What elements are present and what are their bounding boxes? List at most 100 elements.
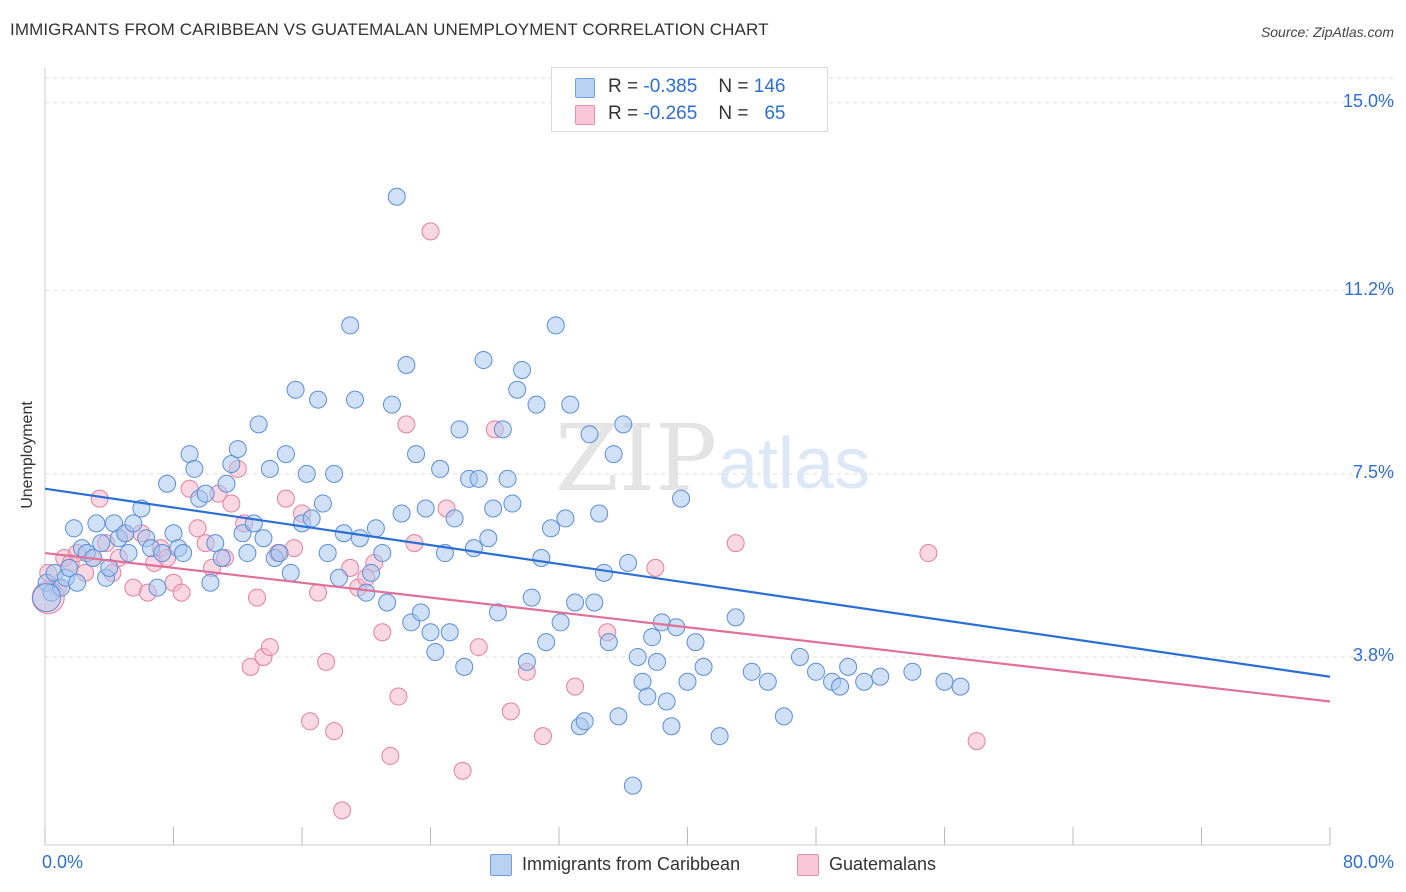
caribbean-point-127 <box>672 489 691 508</box>
caribbean-point-105 <box>566 593 585 612</box>
caribbean-point-72 <box>407 445 426 464</box>
caribbean-point-34 <box>206 534 225 553</box>
caribbean-point-6 <box>64 519 83 538</box>
caribbean-point-110 <box>590 504 609 523</box>
caribbean-point-79 <box>440 623 459 642</box>
guatemalans-point-34 <box>276 489 295 508</box>
caribbean-point-80 <box>445 509 464 528</box>
caribbean-point-132 <box>726 608 745 627</box>
caribbean-point-102 <box>551 613 570 632</box>
caribbean-point-36 <box>217 474 236 493</box>
caribbean-point-145 <box>951 677 970 696</box>
caribbean-point-30 <box>185 459 204 478</box>
trend-line-guatemalans <box>44 551 1331 703</box>
caribbean-point-7 <box>68 573 87 592</box>
guatemalans-point-29 <box>241 657 260 676</box>
caribbean-point-48 <box>281 563 300 582</box>
watermark-atlas: atlas <box>718 424 870 504</box>
caribbean-point-95 <box>517 652 536 671</box>
caribbean-point-42 <box>249 415 268 434</box>
caribbean-point-67 <box>382 395 401 414</box>
guatemalans-point-53 <box>453 761 472 780</box>
caribbean-point-5 <box>60 558 79 577</box>
chart-title: IMMIGRANTS FROM CARIBBEAN VS GUATEMALAN … <box>10 20 769 39</box>
caribbean-point-91 <box>498 469 517 488</box>
caribbean-point-124 <box>657 692 676 711</box>
guatemalans-point-54 <box>469 638 488 657</box>
guatemalans-point-61 <box>646 558 665 577</box>
caribbean-point-82 <box>455 657 474 676</box>
source-label: Source: ZipAtlas.com <box>1260 24 1394 40</box>
guatemalans-points <box>31 222 986 820</box>
caribbean-point-134 <box>758 672 777 691</box>
caribbean-point-60 <box>346 390 365 409</box>
guatemalans-point-30 <box>248 588 267 607</box>
caribbean-point-66 <box>378 593 397 612</box>
caribbean-point-69 <box>392 504 411 523</box>
guatemalans-point-63 <box>919 544 938 563</box>
guatemalans-point-38 <box>309 583 328 602</box>
caribbean-point-114 <box>609 707 628 726</box>
caribbean-point-76 <box>426 643 445 662</box>
caribbean-point-75 <box>421 623 440 642</box>
caribbean-point-56 <box>325 464 344 483</box>
caribbean-point-135 <box>774 707 793 726</box>
caribbean-point-32 <box>196 484 215 503</box>
y-tick-label-3: 15.0% <box>1342 90 1394 111</box>
caribbean-point-40 <box>238 544 257 563</box>
caribbean-point-98 <box>532 548 551 567</box>
caribbean-point-96 <box>522 588 541 607</box>
caribbean-point-103 <box>556 509 575 528</box>
caribbean-point-141 <box>855 672 874 691</box>
caribbean-point-130 <box>694 657 713 676</box>
caribbean-point-11 <box>87 514 106 533</box>
correlation-legend: R = -0.385 N = 146 R = -0.265 N = 65 <box>551 67 828 132</box>
guatemalans-point-64 <box>967 732 986 751</box>
caribbean-point-120 <box>638 687 657 706</box>
guatemalans-point-58 <box>533 727 552 746</box>
caribbean-point-144 <box>935 672 954 691</box>
legend-swatch-pink <box>575 105 595 125</box>
caribbean-point-140 <box>839 657 858 676</box>
caribbean-point-44 <box>260 459 279 478</box>
caribbean-point-113 <box>604 445 623 464</box>
guatemalans-point-40 <box>325 722 344 741</box>
caribbean-point-68 <box>387 187 406 206</box>
caribbean-point-93 <box>508 380 527 399</box>
guatemalans-point-46 <box>373 623 392 642</box>
caribbean-point-28 <box>174 544 193 563</box>
caribbean-point-131 <box>710 727 729 746</box>
caribbean-point-122 <box>647 652 666 671</box>
caribbean-point-51 <box>297 464 316 483</box>
caribbean-point-63 <box>362 563 381 582</box>
watermark: ZIP atlas <box>555 405 870 512</box>
caribbean-point-92 <box>503 494 522 513</box>
caribbean-point-90 <box>493 420 512 439</box>
caribbean-point-55 <box>318 544 337 563</box>
caribbean-point-37 <box>222 454 241 473</box>
caribbean-point-109 <box>585 593 604 612</box>
caribbean-point-43 <box>254 529 273 548</box>
caribbean-point-97 <box>527 395 546 414</box>
caribbean-point-35 <box>212 548 231 567</box>
caribbean-point-108 <box>580 425 599 444</box>
caribbean-point-128 <box>678 672 697 691</box>
watermark-zip: ZIP <box>555 405 717 512</box>
trend-lines <box>44 487 1331 703</box>
caribbean-point-61 <box>350 529 369 548</box>
y-tick-label-1: 7.5% <box>1352 461 1394 482</box>
y-tick-label-2: 11.2% <box>1344 278 1394 299</box>
caribbean-point-12 <box>92 534 111 553</box>
guatemalans-point-32 <box>260 638 279 657</box>
caribbean-point-101 <box>546 316 565 335</box>
guatemalans-point-51 <box>421 222 440 241</box>
guatemalans-point-19 <box>172 583 191 602</box>
caribbean-point-89 <box>488 603 507 622</box>
guatemalans-point-62 <box>726 534 745 553</box>
caribbean-point-47 <box>276 445 295 464</box>
caribbean-point-74 <box>416 499 435 518</box>
caribbean-point-143 <box>903 662 922 681</box>
guatemalans-point-41 <box>333 801 352 820</box>
caribbean-point-112 <box>599 633 618 652</box>
